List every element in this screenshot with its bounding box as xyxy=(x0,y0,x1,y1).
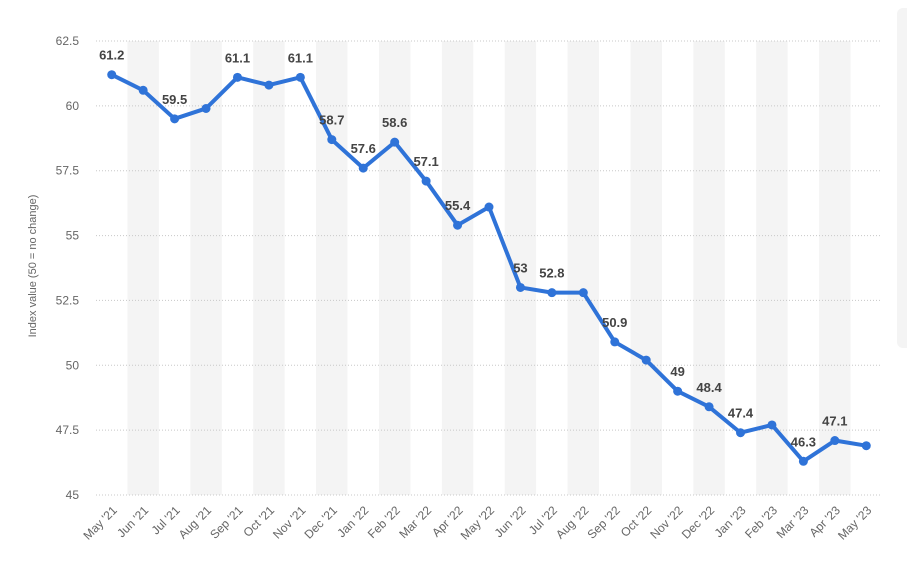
data-point[interactable] xyxy=(767,420,777,430)
x-tick-label: Jan '22 xyxy=(334,503,371,540)
band-13 xyxy=(504,41,537,495)
data-point[interactable] xyxy=(453,220,463,230)
y-axis-label: Index value (50 = no change) xyxy=(27,195,39,338)
band-17 xyxy=(630,41,662,495)
data-label: 57.6 xyxy=(351,141,376,156)
alternating-bands xyxy=(127,41,851,495)
data-point[interactable] xyxy=(861,441,871,451)
x-tick-label: Sep '21 xyxy=(207,503,246,542)
x-tick-label: Feb '22 xyxy=(365,503,403,541)
x-tick-label: May '22 xyxy=(458,503,498,543)
x-tick-label: Mar '22 xyxy=(396,503,434,541)
band-7 xyxy=(316,41,348,495)
data-label: 52.8 xyxy=(539,266,564,281)
data-label: 58.7 xyxy=(319,113,344,128)
data-label: 59.5 xyxy=(162,92,187,107)
y-tick-label: 55 xyxy=(66,229,80,243)
x-tick-label: Mar '23 xyxy=(774,503,812,541)
data-label: 61.2 xyxy=(99,48,124,63)
y-tick-label: 60 xyxy=(66,99,80,113)
data-label: 53 xyxy=(513,260,527,275)
y-tick-label: 62.5 xyxy=(56,34,80,48)
y-tick-label: 57.5 xyxy=(56,164,80,178)
data-labels: 61.2 59.5 61.1 61.1 58.7 57.6 58.6 57.1 55.4 53 52… xyxy=(99,48,847,450)
data-label: 58.6 xyxy=(382,115,407,130)
x-tick-label: Aug '22 xyxy=(553,503,592,542)
data-point[interactable] xyxy=(358,163,368,173)
x-tick-label: Aug '21 xyxy=(176,503,215,542)
x-tick-label: May '21 xyxy=(80,503,120,543)
y-axis-ticks: 45 47.5 50 52.5 55 57.5 60 62.5 xyxy=(56,34,80,502)
data-point[interactable] xyxy=(295,72,305,82)
data-point[interactable] xyxy=(327,135,337,145)
data-point[interactable] xyxy=(578,288,588,298)
data-point[interactable] xyxy=(421,176,431,186)
x-tick-label: Feb '23 xyxy=(742,503,780,541)
data-point[interactable] xyxy=(610,337,620,347)
data-point[interactable] xyxy=(641,355,651,365)
x-tick-label: Dec '22 xyxy=(679,503,718,542)
band-15 xyxy=(567,41,600,495)
band-3 xyxy=(190,41,222,495)
data-point[interactable] xyxy=(107,70,117,80)
series-polyline xyxy=(109,72,869,464)
band-5 xyxy=(253,41,285,495)
data-point[interactable] xyxy=(201,103,211,113)
x-tick-label: Sep '22 xyxy=(584,503,623,542)
data-point[interactable] xyxy=(484,202,494,212)
band-23 xyxy=(819,41,851,495)
y-tick-label: 50 xyxy=(66,358,80,372)
data-point[interactable] xyxy=(673,386,683,396)
data-point[interactable] xyxy=(264,80,274,90)
x-tick-label: Jan '23 xyxy=(712,503,749,540)
data-point[interactable] xyxy=(547,288,557,298)
data-point[interactable] xyxy=(736,428,746,438)
band-19 xyxy=(693,41,725,495)
y-tick-label: 47.5 xyxy=(56,423,80,437)
x-tick-label: May '23 xyxy=(835,503,875,543)
data-point[interactable] xyxy=(515,282,525,292)
data-point[interactable] xyxy=(390,137,400,147)
data-point[interactable] xyxy=(138,85,148,95)
y-tick-label: 45 xyxy=(66,488,80,502)
data-label: 48.4 xyxy=(696,380,722,395)
data-label: 50.9 xyxy=(602,315,627,330)
x-tick-label: Jun '22 xyxy=(492,503,529,540)
data-point[interactable] xyxy=(798,456,808,466)
x-tick-label: Nov '22 xyxy=(647,503,686,542)
data-label: 47.1 xyxy=(822,414,847,429)
data-label: 55.4 xyxy=(445,198,471,213)
series-line xyxy=(109,72,869,464)
band-1 xyxy=(127,41,159,495)
data-label: 61.1 xyxy=(288,50,313,65)
data-point[interactable] xyxy=(170,114,180,124)
data-point[interactable] xyxy=(704,402,714,412)
data-label: 47.4 xyxy=(728,406,754,421)
data-point[interactable] xyxy=(830,436,840,446)
side-panel xyxy=(897,8,907,348)
data-label: 46.3 xyxy=(791,434,816,449)
band-11 xyxy=(441,41,474,495)
x-tick-label: Nov '21 xyxy=(270,503,309,542)
data-label: 49 xyxy=(670,364,684,379)
band-21 xyxy=(756,41,788,495)
y-tick-label: 52.5 xyxy=(56,293,80,307)
band-9 xyxy=(378,41,411,495)
data-points xyxy=(107,70,871,466)
data-label: 61.1 xyxy=(225,50,250,65)
x-tick-label: Jun '21 xyxy=(114,503,151,540)
x-tick-label: Dec '21 xyxy=(302,503,341,542)
data-point[interactable] xyxy=(232,72,242,82)
data-label: 57.1 xyxy=(413,154,438,169)
